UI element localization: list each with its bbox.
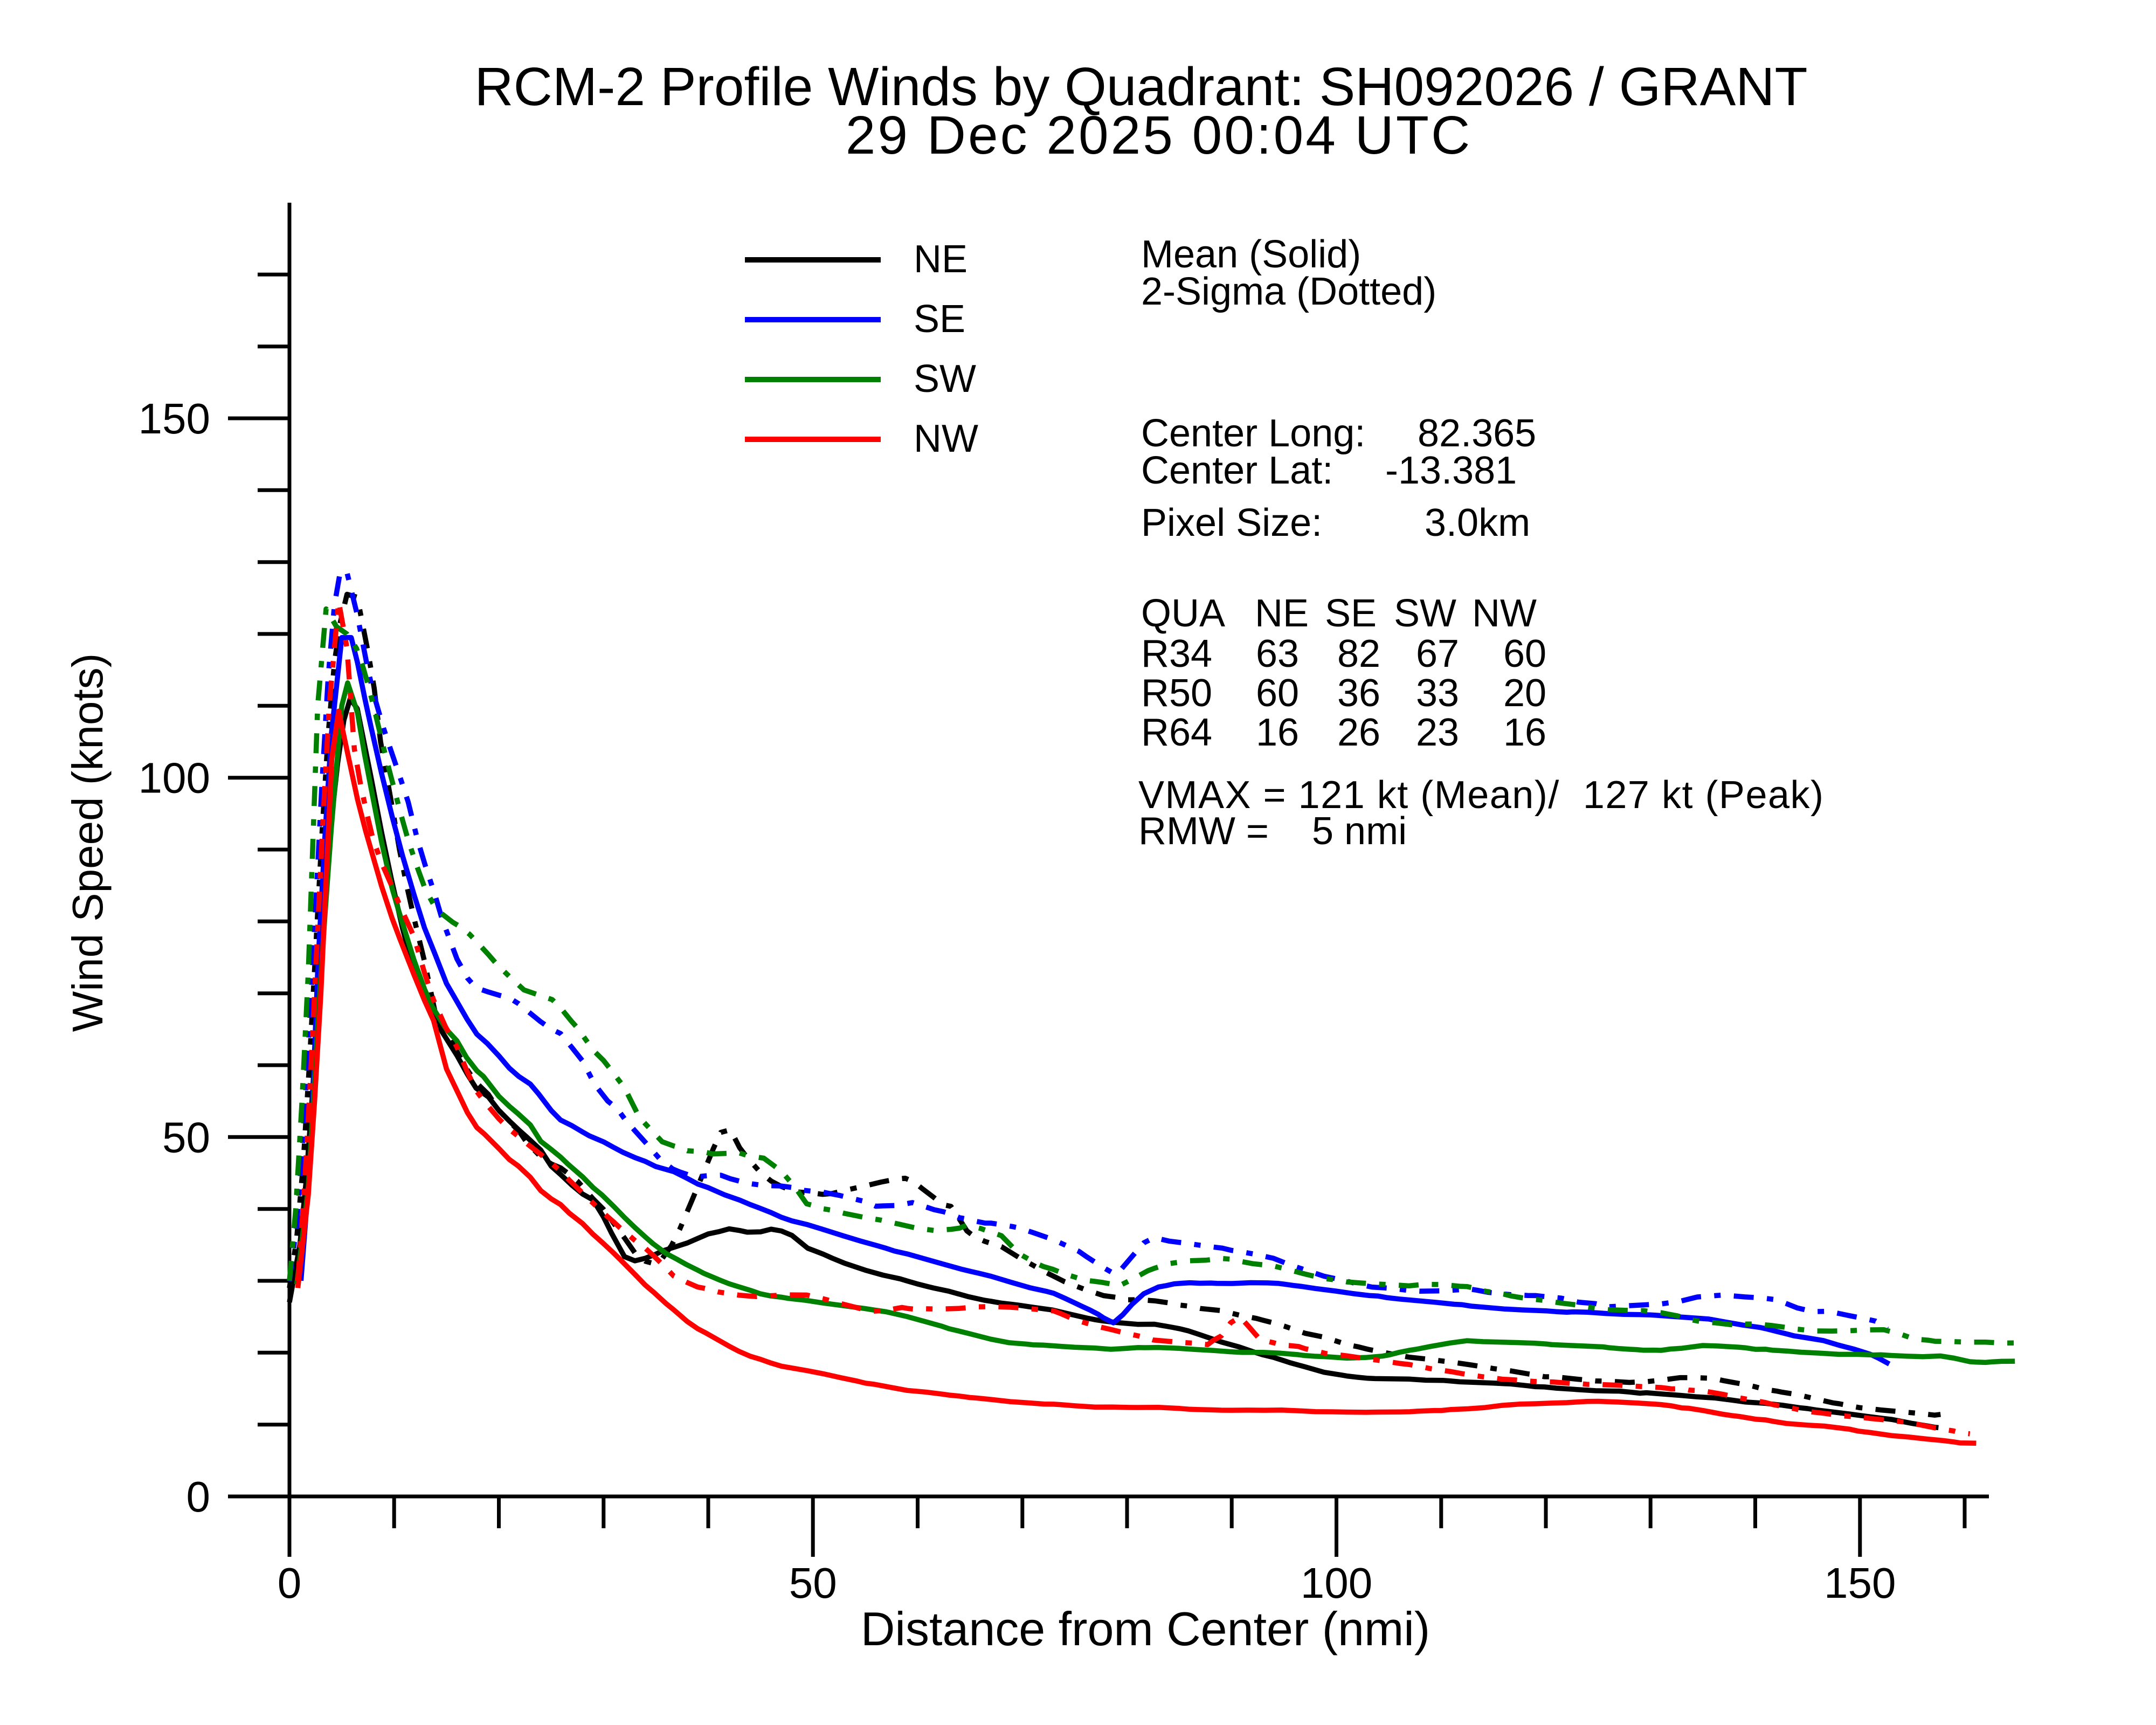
svg-text:Distance from Center (nmi): Distance from Center (nmi) [861, 1602, 1430, 1655]
svg-text:60: 60 [1256, 672, 1299, 715]
svg-text:33: 33 [1416, 672, 1459, 715]
svg-text:150: 150 [1824, 1559, 1896, 1607]
svg-text:NW: NW [1472, 592, 1537, 635]
svg-text:R34: R34 [1141, 632, 1212, 675]
svg-text:SW: SW [914, 357, 976, 401]
svg-text:150: 150 [139, 395, 210, 443]
svg-text:20: 20 [1503, 672, 1546, 715]
svg-text:R64: R64 [1141, 711, 1212, 754]
svg-text:Mean (Solid): Mean (Solid) [1141, 233, 1361, 276]
svg-text:50: 50 [162, 1113, 210, 1161]
svg-text:NE: NE [1255, 592, 1309, 635]
svg-text:SE: SE [1325, 592, 1377, 635]
svg-text:60: 60 [1503, 632, 1546, 675]
svg-text:82: 82 [1337, 632, 1380, 675]
svg-text:82.365: 82.365 [1418, 412, 1536, 455]
svg-text:50: 50 [789, 1559, 837, 1607]
svg-text:Center Long:: Center Long: [1141, 412, 1365, 455]
svg-text:NE: NE [914, 238, 968, 281]
svg-text:3.0km: 3.0km [1425, 501, 1530, 544]
svg-text:Pixel Size:: Pixel Size: [1141, 501, 1322, 544]
svg-text:36: 36 [1337, 672, 1380, 715]
svg-text:0: 0 [186, 1473, 211, 1521]
svg-text:2-Sigma (Dotted): 2-Sigma (Dotted) [1141, 270, 1436, 313]
svg-text:SE: SE [914, 298, 965, 341]
svg-text:QUA: QUA [1141, 592, 1225, 635]
svg-text:100: 100 [1301, 1559, 1372, 1607]
svg-text:VMAX = 121 kt (Mean)/ 127 kt: VMAX = 121 kt (Mean)/ 127 kt (Peak) [1138, 774, 1825, 817]
svg-text:29 Dec 2025 00:04 UTC: 29 Dec 2025 00:04 UTC [846, 105, 1472, 165]
svg-text:67: 67 [1416, 632, 1459, 675]
svg-text:16: 16 [1256, 711, 1299, 754]
svg-text:RCM-2 Profile Winds by Quadran: RCM-2 Profile Winds by Quadrant: SH09202… [474, 57, 1807, 117]
svg-text:23: 23 [1416, 711, 1459, 754]
svg-text:RMW = 5 nmi: RMW = 5 nmi [1138, 810, 1407, 853]
svg-text:0: 0 [278, 1559, 302, 1607]
svg-text:100: 100 [139, 754, 210, 802]
svg-text:Center Lat:: Center Lat: [1141, 449, 1333, 492]
svg-text:-13.381: -13.381 [1385, 449, 1517, 492]
svg-text:63: 63 [1256, 632, 1299, 675]
svg-text:NW: NW [914, 417, 978, 460]
svg-text:R50: R50 [1141, 672, 1212, 715]
svg-text:16: 16 [1503, 711, 1546, 754]
svg-text:Wind Speed (knots): Wind Speed (knots) [64, 653, 112, 1032]
svg-text:SW: SW [1394, 592, 1456, 635]
svg-text:26: 26 [1337, 711, 1380, 754]
